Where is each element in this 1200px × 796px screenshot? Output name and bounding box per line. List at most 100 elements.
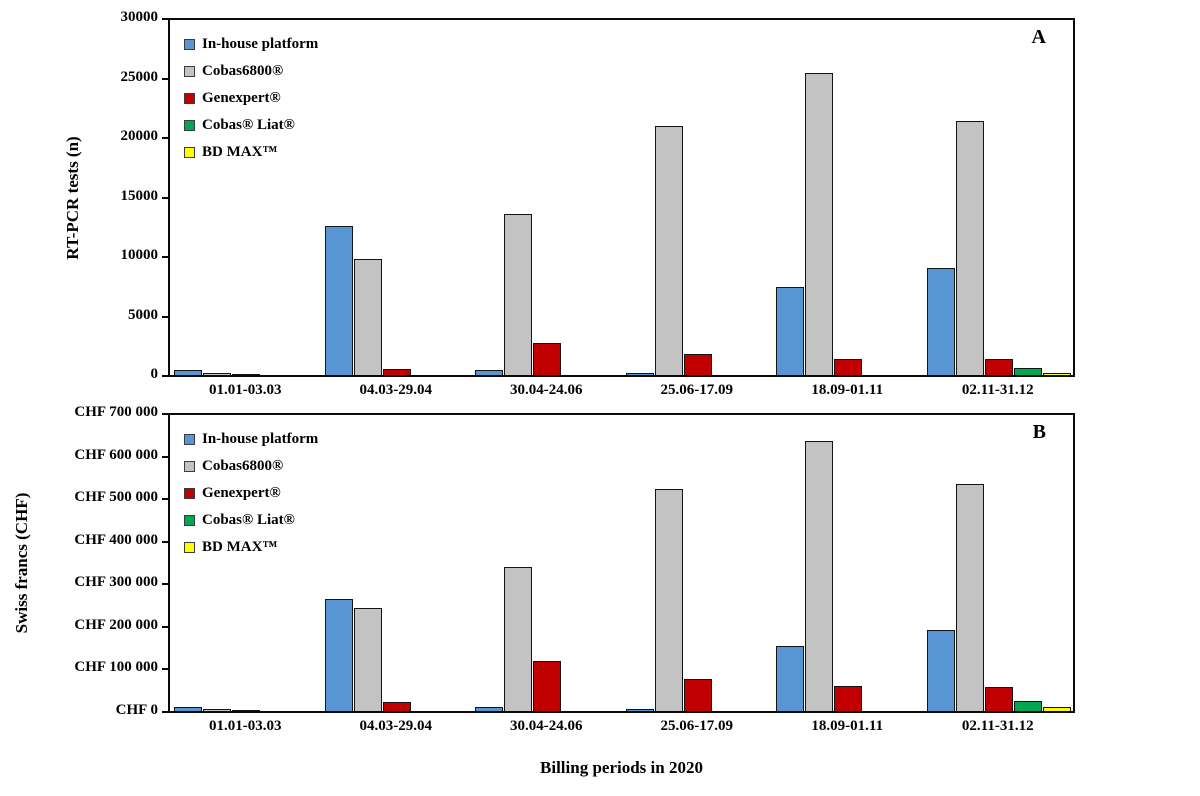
bar (232, 709, 260, 711)
legend-swatch-icon (184, 460, 195, 472)
panel-a-plot: A In-house platform Cobas6800® Genexpert® C… (168, 18, 1075, 377)
bar (683, 679, 712, 711)
bar (203, 709, 231, 711)
y-tick-label: CHF 100 000 (74, 659, 158, 676)
panel-b-legend: In-house platform Cobas6800® Genexpert® Cob… (184, 430, 318, 565)
y-tick-mark (162, 668, 168, 671)
y-tick-label: CHF 300 000 (74, 574, 158, 591)
x-axis-title: Billing periods in 2020 (540, 758, 703, 777)
legend-item: Genexpert® (184, 89, 318, 107)
x-category-label: 18.09-01.11 (811, 718, 884, 734)
y-tick-mark (162, 18, 168, 20)
y-tick-mark (162, 625, 168, 628)
legend-item: Genexpert® (184, 484, 318, 502)
y-tick-label: 15000 (120, 187, 159, 204)
legend-swatch-icon (184, 38, 195, 50)
legend-label: BD MAX™ (202, 539, 278, 555)
y-tick-mark (162, 196, 168, 199)
bar (625, 708, 654, 711)
y-tick-mark (162, 540, 168, 543)
legend-label: In-house platform (202, 36, 319, 52)
x-category-label: 18.09-01.11 (811, 382, 884, 398)
legend-label: Cobas6800® (202, 63, 284, 79)
bar (475, 707, 503, 711)
bar (475, 370, 503, 375)
bar (834, 686, 862, 711)
bar (1013, 700, 1042, 711)
bar (805, 73, 833, 375)
legend-label: Cobas6800® (202, 458, 284, 474)
y-tick-label: 10000 (120, 247, 159, 263)
bar (955, 120, 984, 375)
bar (382, 369, 411, 375)
bar (174, 706, 202, 711)
bar (776, 645, 804, 711)
y-tick-label: 5000 (128, 306, 158, 323)
legend-swatch-icon (184, 433, 195, 445)
panel-b-y-axis-title: Swiss francs (CHF) (12, 492, 31, 634)
bar (926, 267, 955, 375)
bar (776, 287, 804, 375)
y-tick-mark (162, 375, 168, 377)
bar (533, 343, 561, 375)
legend-item: BD MAX™ (184, 143, 318, 161)
bar (1042, 372, 1071, 375)
y-tick-mark (162, 413, 168, 415)
bar (232, 373, 260, 375)
y-tick-label: CHF 400 000 (74, 531, 158, 548)
legend-label: Genexpert® (202, 485, 281, 501)
x-category-label: 25.06-17.09 (660, 718, 734, 734)
bar (1042, 707, 1071, 711)
legend-label: Genexpert® (202, 90, 281, 106)
y-tick-mark (162, 256, 168, 258)
panel-a-letter: A (1031, 26, 1047, 48)
legend-item: Cobas6800® (184, 457, 318, 475)
legend-item: Cobas® Liat® (184, 511, 318, 529)
y-tick-label: CHF 700 000 (74, 404, 158, 420)
bar (984, 359, 1013, 375)
legend-label: In-house platform (202, 431, 319, 447)
bar (1013, 367, 1042, 375)
bar (654, 125, 683, 375)
bar (984, 686, 1013, 711)
legend-swatch-icon (184, 65, 195, 77)
bar (654, 488, 683, 711)
y-tick-mark (162, 137, 168, 139)
y-tick-mark (162, 498, 168, 501)
bar (324, 226, 353, 375)
x-category-label: 01.01-03.03 (209, 382, 282, 398)
panel-b-bars (170, 415, 1073, 711)
x-category-label: 02.11-31.12 (961, 382, 1034, 398)
bar (683, 353, 712, 375)
legend-swatch-icon (184, 146, 195, 158)
bar (324, 599, 353, 711)
bar (805, 440, 833, 711)
y-tick-mark (162, 315, 168, 318)
legend-label: BD MAX™ (202, 144, 278, 160)
y-tick-label: 30000 (120, 9, 159, 25)
bar (533, 660, 561, 711)
x-category-label: 30.04-24.06 (510, 382, 583, 398)
legend-label: Cobas® Liat® (202, 512, 295, 528)
x-category-label: 30.04-24.06 (510, 718, 583, 734)
y-tick-mark (162, 711, 168, 713)
bar (174, 370, 202, 375)
y-tick-mark (162, 77, 168, 80)
x-category-label: 04.03-29.04 (359, 382, 433, 398)
x-category-label: 04.03-29.04 (359, 718, 433, 734)
y-tick-label: 20000 (120, 128, 159, 144)
y-tick-label: CHF 200 000 (74, 616, 158, 633)
y-tick-label: CHF 0 (115, 702, 158, 718)
legend-item: In-house platform (184, 35, 318, 53)
panel-a-bars (170, 20, 1073, 375)
panel-a-legend: In-house platform Cobas6800® Genexpert® Cob… (184, 35, 318, 170)
legend-swatch-icon (184, 487, 195, 499)
bar (203, 373, 231, 375)
bar (382, 702, 411, 711)
legend-item: Cobas6800® (184, 62, 318, 80)
y-tick-mark (162, 583, 168, 586)
legend-swatch-icon (184, 514, 195, 526)
legend-label: Cobas® Liat® (202, 117, 295, 133)
bar (955, 483, 984, 711)
